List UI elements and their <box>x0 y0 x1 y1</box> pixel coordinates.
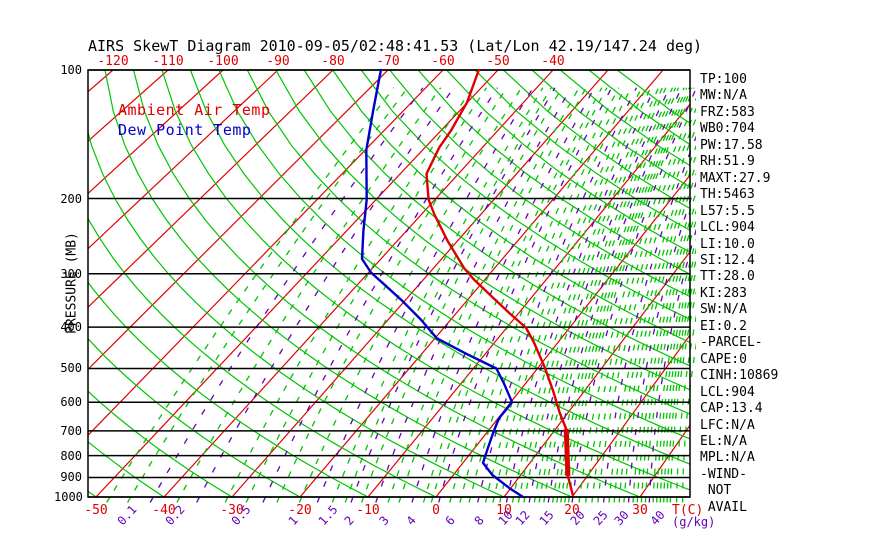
param-item: CINH:10869 <box>700 368 779 384</box>
param-item: L57:5.5 <box>700 203 755 219</box>
pressure-tick-label: 400 <box>60 320 82 334</box>
legend-dew-point: Dew Point Temp <box>118 121 252 139</box>
param-item: MAXT:27.9 <box>700 170 771 186</box>
param-item: SW:N/A <box>700 302 747 318</box>
param-item: NOT <box>700 483 732 499</box>
chart-title: AIRS SkewT Diagram 2010-09-05/02:48:41.5… <box>88 37 703 55</box>
pressure-tick-label: 800 <box>60 449 82 463</box>
param-item: LFC:N/A <box>700 417 755 433</box>
temp-curve-thick-segment <box>563 428 571 476</box>
bottom-temp-tick-label: -10 <box>356 503 380 518</box>
plot-frame <box>87 69 691 498</box>
param-item: KI:283 <box>700 285 747 301</box>
bottom-temp-tick-label: 30 <box>632 503 648 518</box>
mixing-ratio-unit-label: (g/kg) <box>672 515 716 529</box>
mixing-ratio-major-lines <box>149 87 696 503</box>
ambient-temp-curve <box>425 68 574 497</box>
temp-unit-label: T(C) <box>672 503 704 518</box>
top-temp-tick-label: -120 <box>97 54 129 69</box>
param-item: LCL:904 <box>700 220 755 236</box>
param-item: FRZ:583 <box>700 104 755 120</box>
bottom-temp-tick-label: -30 <box>220 503 244 518</box>
param-item: SI:12.4 <box>700 252 755 268</box>
top-temp-tick-label: -110 <box>152 54 184 69</box>
param-item: CAP:13.4 <box>700 401 763 417</box>
top-temp-tick-label: -50 <box>486 54 510 69</box>
pressure-tick-label: 300 <box>60 267 82 281</box>
param-item: CAPE:0 <box>700 351 747 367</box>
param-item: EL:N/A <box>700 433 747 449</box>
bottom-temp-tick-label: 20 <box>564 503 580 518</box>
pressure-tick-label: 600 <box>60 395 82 409</box>
bottom-temp-tick-label: 0 <box>432 503 440 518</box>
bottom-temp-tick-label: 10 <box>496 503 512 518</box>
top-temp-tick-label: -40 <box>541 54 565 69</box>
pressure-tick-label: 700 <box>60 424 82 438</box>
param-item: LCL:904 <box>700 384 755 400</box>
mixing-ratio-minor-lines <box>106 87 696 503</box>
pressure-tick-label: 900 <box>60 470 82 484</box>
top-temp-tick-label: -100 <box>207 54 239 69</box>
param-item: AVAIL <box>700 499 747 515</box>
param-item: MW:N/A <box>700 88 747 104</box>
bottom-temp-tick-label: -40 <box>152 503 176 518</box>
param-item: TP:100 <box>700 72 747 87</box>
param-item: WB0:704 <box>700 121 755 137</box>
param-item: LI:10.0 <box>700 236 755 252</box>
param-item: RH:51.9 <box>700 154 755 170</box>
sounding-parameter-list: TP:100 MW:N/A FRZ:583 WB0:704 PW:17.58 RH:51.… <box>700 72 868 516</box>
pressure-tick-label: 100 <box>60 63 82 77</box>
bottom-temp-tick-label: -50 <box>84 503 108 518</box>
param-item: -PARCEL- <box>700 335 763 351</box>
pressure-tick-label: 1000 <box>54 490 83 504</box>
legend-ambient-temp: Ambient Air Temp <box>118 101 271 119</box>
bottom-temp-tick-label: -20 <box>288 503 312 518</box>
param-item: PW:17.58 <box>700 137 763 153</box>
top-temp-tick-label: -60 <box>431 54 455 69</box>
dew-point-curve <box>360 68 525 499</box>
top-temp-tick-label: -90 <box>266 54 290 69</box>
top-temp-tick-label: -70 <box>376 54 400 69</box>
pressure-tick-label: 500 <box>60 361 82 375</box>
param-item: -WIND- <box>700 466 747 482</box>
param-item: TH:5463 <box>700 187 755 203</box>
param-item: EI:0.2 <box>700 318 747 334</box>
pressure-tick-label: 200 <box>60 192 82 206</box>
param-item: MPL:N/A <box>700 450 755 466</box>
top-temp-tick-label: -80 <box>321 54 345 69</box>
pressure-axis-label: PRESSURE (MB) <box>64 232 80 334</box>
param-item: TT:28.0 <box>700 269 755 285</box>
